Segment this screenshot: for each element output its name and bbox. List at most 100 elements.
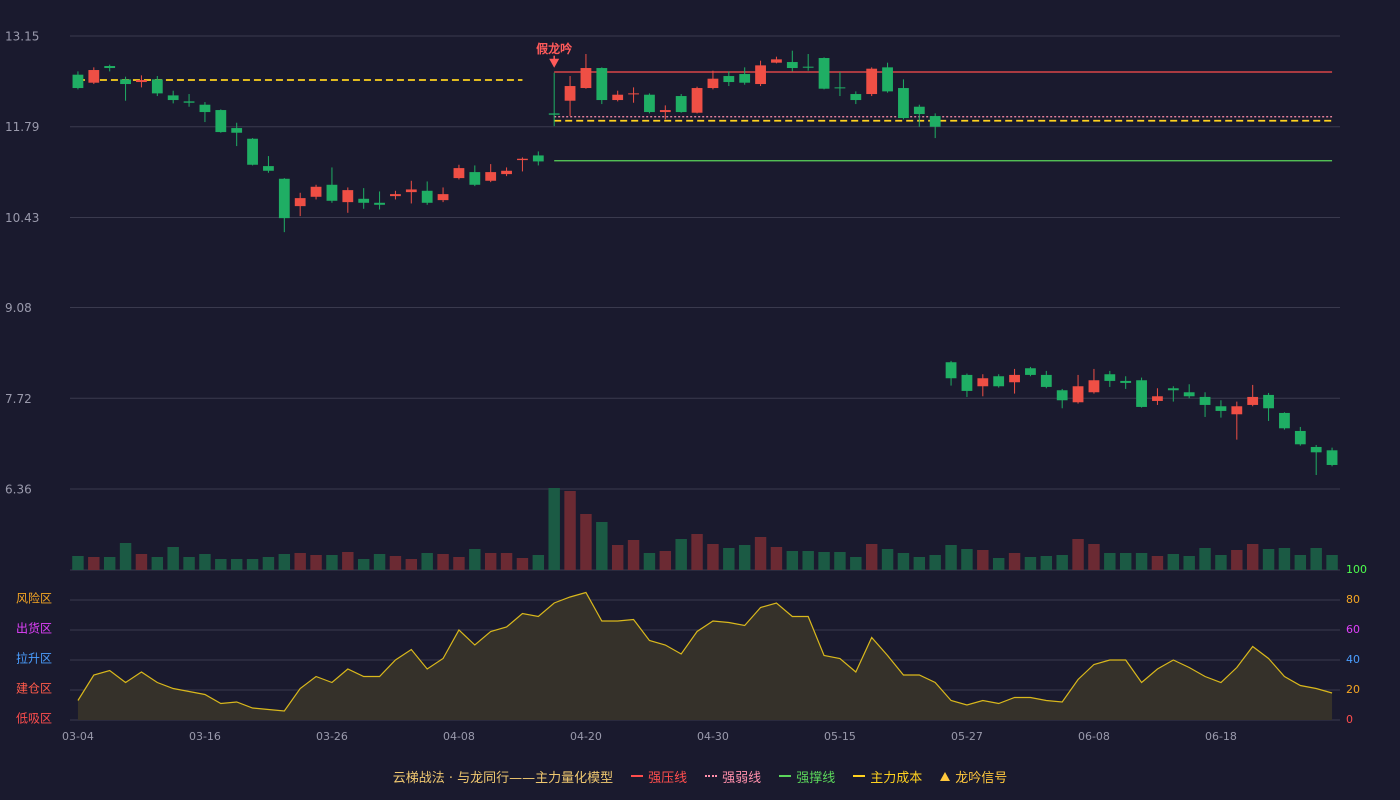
volume-bar xyxy=(469,549,481,570)
candle-body xyxy=(802,66,814,68)
x-tick-label: 04-08 xyxy=(443,730,475,743)
candle-body xyxy=(564,86,576,101)
volume-bar xyxy=(437,554,449,570)
indicator-tick-label: 0 xyxy=(1346,713,1353,726)
volume-bar xyxy=(500,553,513,570)
candle-body xyxy=(1294,430,1306,445)
candle-body xyxy=(104,66,116,69)
legend-item: 强压线 xyxy=(631,767,687,786)
legend-item: 强弱线 xyxy=(705,767,761,786)
volume-bar xyxy=(865,544,878,570)
candle-body xyxy=(612,94,624,101)
zone-label: 风险区 xyxy=(16,591,52,606)
volume-bar xyxy=(580,514,592,570)
indicator-tick-label: 100 xyxy=(1346,563,1367,576)
volume-bar xyxy=(611,545,624,570)
volume-bar xyxy=(1151,556,1164,570)
candle-body xyxy=(913,106,925,115)
candle-body xyxy=(1199,396,1211,405)
volume-bar xyxy=(1104,553,1116,570)
y-tick-label: 7.72 xyxy=(5,392,32,406)
volume-bar xyxy=(770,547,783,570)
candle-body xyxy=(596,68,608,101)
volume-bar xyxy=(929,555,941,570)
candle-body xyxy=(675,96,687,113)
legend-label: 强撑线 xyxy=(796,770,836,786)
candle-body xyxy=(723,76,735,83)
candle-body xyxy=(659,110,671,113)
candle-body xyxy=(1152,396,1163,401)
candle-body xyxy=(358,198,370,203)
volume-bar xyxy=(199,554,211,570)
candle-body xyxy=(278,178,290,219)
volume-bar xyxy=(1278,548,1291,570)
volume-bar xyxy=(977,550,989,570)
volume-bar xyxy=(659,551,672,570)
candle-body xyxy=(1025,368,1036,375)
candle-body xyxy=(771,59,782,63)
candle-body xyxy=(1104,374,1116,381)
candle-body xyxy=(199,104,211,113)
volume-bar xyxy=(103,557,116,570)
indicator-tick-label: 20 xyxy=(1346,683,1360,696)
volume-bar xyxy=(230,559,243,570)
zone-label: 低吸区 xyxy=(16,712,52,726)
volume-bar xyxy=(516,558,529,570)
volume-bar xyxy=(484,553,497,570)
candle-body xyxy=(548,113,560,115)
candle-body xyxy=(72,74,84,89)
x-tick-label: 06-08 xyxy=(1078,730,1110,743)
volume-bar xyxy=(723,548,735,570)
candle-body xyxy=(1263,394,1274,409)
volume-bar xyxy=(1183,556,1195,570)
candle-body xyxy=(628,93,639,95)
volume-bar xyxy=(564,491,576,570)
candle-body xyxy=(1136,380,1147,407)
candle-body xyxy=(374,202,385,205)
candle-body xyxy=(532,155,544,162)
candle-body xyxy=(707,78,719,89)
volume-bar xyxy=(818,552,830,570)
volume-bar xyxy=(945,545,957,570)
candle-body xyxy=(183,101,195,103)
candle-body xyxy=(945,362,957,379)
volume-bar xyxy=(1199,548,1211,570)
volume-bar xyxy=(72,556,84,570)
volume-bar xyxy=(675,539,687,570)
volume-bar xyxy=(754,537,767,570)
volume-bar xyxy=(1310,548,1322,570)
candle-body xyxy=(136,80,147,83)
candle-body xyxy=(961,374,973,391)
candle-body xyxy=(1215,406,1227,411)
candle-body xyxy=(485,172,497,181)
volume-bar xyxy=(246,559,259,570)
candle-body xyxy=(580,68,592,89)
volume-bar xyxy=(1215,555,1227,570)
candle-body xyxy=(1120,380,1132,383)
x-tick-label: 05-27 xyxy=(951,730,983,743)
candle-body xyxy=(1310,446,1322,453)
volume-bar xyxy=(326,555,338,570)
legend-label: 强弱线 xyxy=(722,770,762,786)
candle-body xyxy=(167,95,179,101)
volume-bar xyxy=(278,554,291,570)
indicator-line xyxy=(77,591,1333,712)
legend-item: 龙吟信号 xyxy=(940,767,1007,786)
x-tick-label: 03-26 xyxy=(316,730,348,743)
candle-body xyxy=(215,110,227,133)
volume-bar xyxy=(373,554,386,570)
volume-bar xyxy=(1056,555,1068,570)
candle-body xyxy=(850,94,862,101)
candle-body xyxy=(739,74,751,83)
volume-bar xyxy=(405,559,418,570)
volume-bar xyxy=(183,557,195,570)
y-tick-label: 11.79 xyxy=(5,120,39,134)
volume-bar xyxy=(881,549,894,570)
x-tick-label: 04-30 xyxy=(697,730,729,743)
candle-body xyxy=(390,194,401,197)
y-tick-label: 13.15 xyxy=(5,30,39,44)
legend-symbol xyxy=(705,775,718,777)
zone-label: 拉升区 xyxy=(16,651,52,666)
x-tick-label: 04-20 xyxy=(570,730,602,743)
